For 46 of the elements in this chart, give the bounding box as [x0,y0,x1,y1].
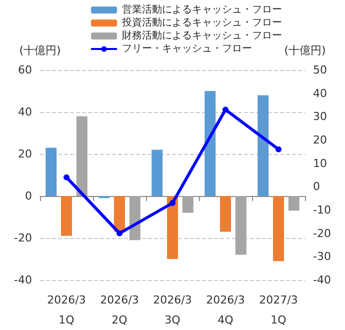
y-tick-label: 0 [25,190,32,202]
bar [258,95,269,196]
bar [46,148,57,196]
bar [61,196,72,236]
legend-label: 営業活動によるキャッシュ・フロー [122,4,282,16]
bar [76,116,88,196]
bar [152,150,163,196]
point [222,106,228,113]
y2-tick-label: 30 [313,110,327,124]
bar [288,196,300,211]
point [276,146,282,152]
bar [114,196,125,232]
y-tick-label: -40 [14,274,32,286]
y2-tick-label: -30 [313,250,331,264]
point [64,174,70,180]
bar [220,196,231,232]
bar [204,91,216,196]
y-tick-label: -20 [14,232,32,244]
point [170,200,176,206]
x-tick-label: 2026/3 3Q [153,294,192,326]
y2-tick-label: -20 [313,226,331,240]
x-tick-label: 2026/3 4Q [206,294,245,326]
y2-tick-label: -10 [313,204,331,216]
y-tick-label: 60 [18,64,32,76]
x-tick-label: 2026/3 1Q [47,294,86,326]
legend-label: 財務活動によるキャッシュ・フロー [122,30,282,42]
bar [182,196,194,213]
y2-tick-label: 10 [313,156,327,170]
y2-tick-label: 20 [313,134,327,146]
y-tick-label: 40 [18,106,32,118]
bar [235,196,246,255]
y2-axis-title: (十億円) [284,44,326,57]
y2-tick-label: 40 [313,86,327,100]
point [116,230,122,236]
bar [129,196,140,240]
x-tick-label: 2026/3 2Q [100,294,139,326]
y2-tick-label: -40 [313,274,331,286]
y2-tick-label: 0 [313,180,320,194]
legend-label: フリー・キャッシュ・フロー [122,44,252,54]
x-tick-label: 2027/3 1Q [259,294,298,326]
bar [273,196,284,262]
y2-tick-label: 50 [313,64,327,76]
y-axis-title: (十億円) [19,44,61,57]
legend-label: 投資活動によるキャッシュ・フロー [121,16,282,28]
y-tick-label: 20 [18,148,32,160]
bar [167,196,178,259]
